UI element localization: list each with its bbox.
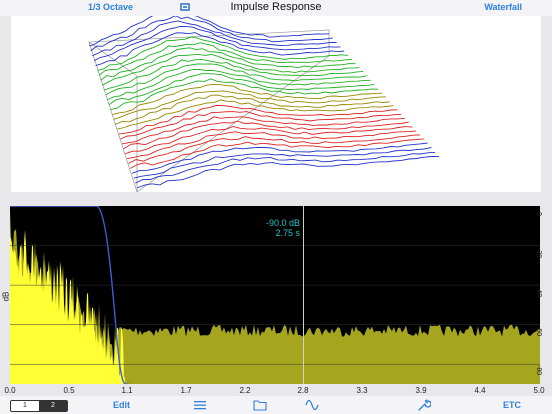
waterfall-slice: [107, 70, 371, 100]
waterfall-plot[interactable]: [11, 16, 541, 192]
y-tick: -60: [535, 326, 542, 336]
y-axis-label: dB: [1, 292, 10, 302]
time-cursor[interactable]: [303, 206, 304, 384]
readout-level: -90.0 dB: [250, 218, 300, 228]
segment-1[interactable]: 1: [11, 401, 39, 411]
edit-button[interactable]: Edit: [113, 400, 130, 410]
y-tick: -40: [535, 287, 542, 297]
waterfall-slice: [124, 121, 409, 149]
y-tick: -80: [535, 365, 542, 375]
x-tick: 1.1: [121, 386, 132, 395]
x-tick: 0.0: [4, 386, 15, 395]
waterfall-slice: [135, 152, 435, 183]
x-tick: 4.4: [474, 386, 485, 395]
x-tick: 0.5: [63, 386, 74, 395]
menu-icon[interactable]: [193, 398, 207, 412]
x-tick: 1.7: [180, 386, 191, 395]
waterfall-slice: [92, 21, 336, 56]
x-tick: 3.3: [356, 386, 367, 395]
page-title: Impulse Response: [0, 1, 552, 13]
waterfall-slice: [130, 139, 423, 169]
waterfall-slice: [109, 74, 375, 105]
folder-icon[interactable]: [253, 398, 267, 412]
segment-2[interactable]: 2: [39, 401, 67, 411]
etc-button[interactable]: ETC: [503, 400, 521, 410]
bottom-toolbar: 1 2 Edit ETC: [0, 396, 552, 414]
readout-time: 2.75 s: [250, 228, 300, 238]
waterfall-svg: [11, 16, 541, 192]
waterfall-slice: [122, 117, 405, 144]
wrench-icon[interactable]: [417, 398, 431, 412]
cursor-readout: -90.0 dB 2.75 s: [250, 218, 300, 238]
y-tick: 0: [535, 212, 542, 216]
x-tick: 2.2: [239, 386, 250, 395]
y-tick: -20: [535, 248, 542, 258]
waterfall-slice: [114, 91, 386, 120]
waterfall-slice: [125, 127, 412, 154]
x-tick: 5.0: [533, 386, 544, 395]
x-tick: 3.9: [415, 386, 426, 395]
impulse-decay-area: [10, 230, 125, 384]
x-tick: 2.8: [297, 386, 308, 395]
sine-wave-icon[interactable]: [305, 398, 319, 412]
impulse-plot[interactable]: -90.0 dB 2.75 s: [10, 206, 540, 384]
top-toolbar: 1/3 Octave Impulse Response Waterfall: [0, 0, 552, 16]
page-segmented-control[interactable]: 1 2: [10, 400, 68, 412]
waterfall-button[interactable]: Waterfall: [484, 2, 522, 12]
